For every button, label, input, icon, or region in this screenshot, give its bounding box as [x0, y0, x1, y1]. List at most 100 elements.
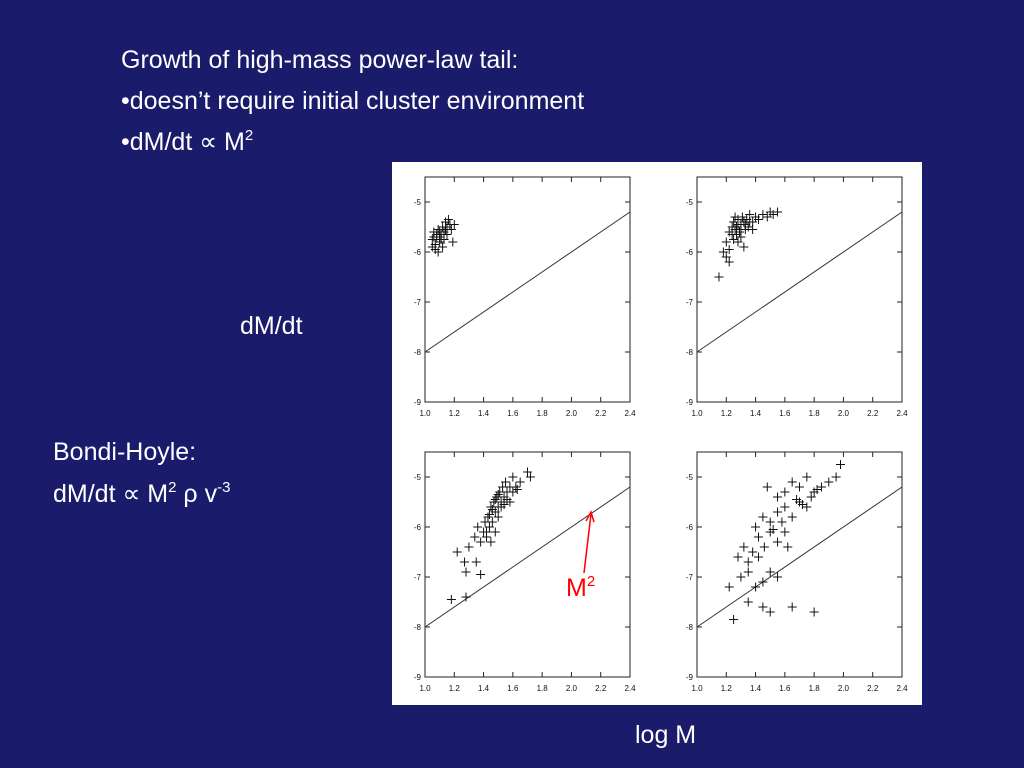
panel-bottom-left: 1.0 1.2 1.4 1.6 1.8 2.0 2.2 2.4 -5 -6 -7 -8 -9 [414, 451, 636, 693]
data-point-marker [773, 207, 783, 217]
formula-part-density-velocity: ρ v [176, 480, 218, 508]
data-point-marker [461, 567, 471, 577]
y-tick-label: -7 [686, 298, 694, 307]
data-point-marker [471, 557, 481, 567]
x-tick-label: 1.0 [691, 409, 703, 418]
data-point-marker [809, 607, 819, 617]
x-tick-label: 1.2 [449, 684, 461, 693]
data-point-marker [739, 542, 749, 552]
scatter-panels-svg: 1.0 1.2 1.4 1.6 1.8 2.0 2.2 2.4 -5 -6 -7 -8 -9 1.0 1.2… [414, 176, 908, 693]
data-point-marker [773, 492, 783, 502]
data-point-marker [484, 522, 494, 532]
panel-top-left: 1.0 1.2 1.4 1.6 1.8 2.0 2.2 2.4 -5 -6 -7 -8 -9 [414, 176, 636, 418]
x-tick-label: 2.0 [838, 684, 850, 693]
x-tick-label: 1.0 [419, 684, 431, 693]
y-tick-label: -5 [686, 473, 694, 482]
data-point-marker [765, 607, 775, 617]
y-tick-label: -5 [686, 198, 694, 207]
formula-exponent-velocity: -3 [217, 479, 231, 496]
data-point-marker [433, 247, 443, 257]
data-point-marker [773, 507, 783, 517]
y-tick-label: -9 [414, 398, 422, 407]
data-point-marker [476, 570, 486, 579]
data-point-marker [460, 557, 470, 567]
data-point-marker [758, 512, 768, 522]
y-tick-label: -8 [414, 623, 422, 632]
x-tick-label: 1.6 [507, 409, 519, 418]
bondi-hoyle-formula: dM/dt ∝ M2 ρ v-3 [53, 479, 231, 512]
panel-top-right: 1.0 1.2 1.4 1.6 1.8 2.0 2.2 2.4 -5 -6 -7 -8 -9 [686, 176, 908, 418]
data-point-marker [780, 527, 790, 537]
panel-frame [696, 176, 903, 403]
y-tick-label: -6 [686, 248, 694, 257]
data-point-marker [748, 225, 758, 234]
data-point-marker [499, 500, 509, 509]
data-point-marker [743, 567, 753, 577]
data-point-marker [490, 527, 500, 537]
data-point-marker [797, 500, 807, 509]
x-tick-label: 2.2 [595, 409, 607, 418]
x-tick-label: 2.0 [838, 409, 850, 418]
data-point-marker [487, 505, 497, 514]
data-point-marker [762, 212, 772, 222]
data-point-marker [787, 477, 797, 487]
x-tick-label: 2.2 [867, 684, 879, 693]
data-point-marker [780, 502, 790, 512]
data-point-marker [751, 522, 761, 532]
y-tick-label: -7 [414, 573, 422, 582]
data-point-marker [721, 252, 731, 262]
data-point-marker [792, 495, 802, 504]
x-tick-label: 1.6 [507, 684, 519, 693]
data-point-marker [733, 237, 743, 247]
bullet-exponent: 2 [244, 127, 254, 144]
panel-frame [696, 451, 903, 678]
data-point-marker [448, 237, 458, 247]
data-point-marker [754, 215, 763, 224]
x-tick-label: 1.2 [721, 684, 733, 693]
x-tick-label: 1.0 [419, 409, 431, 418]
data-point-marker [758, 602, 768, 612]
y-tick-label: -8 [414, 348, 422, 357]
data-point-marker [476, 537, 486, 547]
y-tick-label: -9 [686, 398, 694, 407]
panel-bottom-right: 1.0 1.2 1.4 1.6 1.8 2.0 2.2 2.4 -5 -6 -7 -8 -9 [686, 451, 908, 693]
data-point-marker [777, 517, 787, 527]
x-tick-label: 1.2 [449, 409, 461, 418]
data-point-marker [493, 512, 503, 522]
y-tick-label: -7 [414, 298, 422, 307]
data-point-marker [449, 220, 459, 229]
data-point-marker [452, 547, 462, 557]
annotation-m2-base: M [566, 574, 587, 602]
bullet-accretion-rate: •dM/dt ∝ M2 [121, 127, 254, 160]
y-tick-label: -5 [414, 198, 422, 207]
data-point-marker [836, 460, 845, 469]
data-point-marker [729, 615, 739, 624]
y-tick-label: -6 [414, 523, 422, 532]
data-point-marker [768, 525, 778, 534]
y-tick-label: -8 [686, 348, 694, 357]
data-point-marker [732, 230, 742, 239]
data-point-marker [505, 497, 515, 507]
y-tick-label: -6 [686, 523, 694, 532]
data-point-marker [473, 522, 483, 532]
data-point-marker [739, 242, 749, 252]
x-tick-label: 2.0 [566, 409, 578, 418]
data-point-marker [718, 247, 728, 257]
data-point-marker [464, 542, 474, 552]
data-point-marker [512, 485, 522, 494]
data-point-marker [486, 537, 496, 547]
y-tick-label: -8 [686, 623, 694, 632]
annotation-m2-label: M2 [566, 573, 595, 606]
data-point-marker [812, 485, 822, 494]
data-point-marker [759, 542, 769, 552]
data-point-marker [515, 477, 525, 487]
reference-line-m2 [696, 486, 903, 628]
data-point-marker [780, 487, 790, 497]
slide-heading: Growth of high-mass power-law tail: [121, 46, 519, 74]
data-point-marker [824, 477, 834, 487]
x-tick-label: 2.4 [896, 409, 908, 418]
x-tick-label: 2.2 [595, 684, 607, 693]
data-point-marker [773, 537, 783, 547]
reference-line-m2 [696, 211, 903, 353]
data-point-marker [736, 572, 746, 582]
